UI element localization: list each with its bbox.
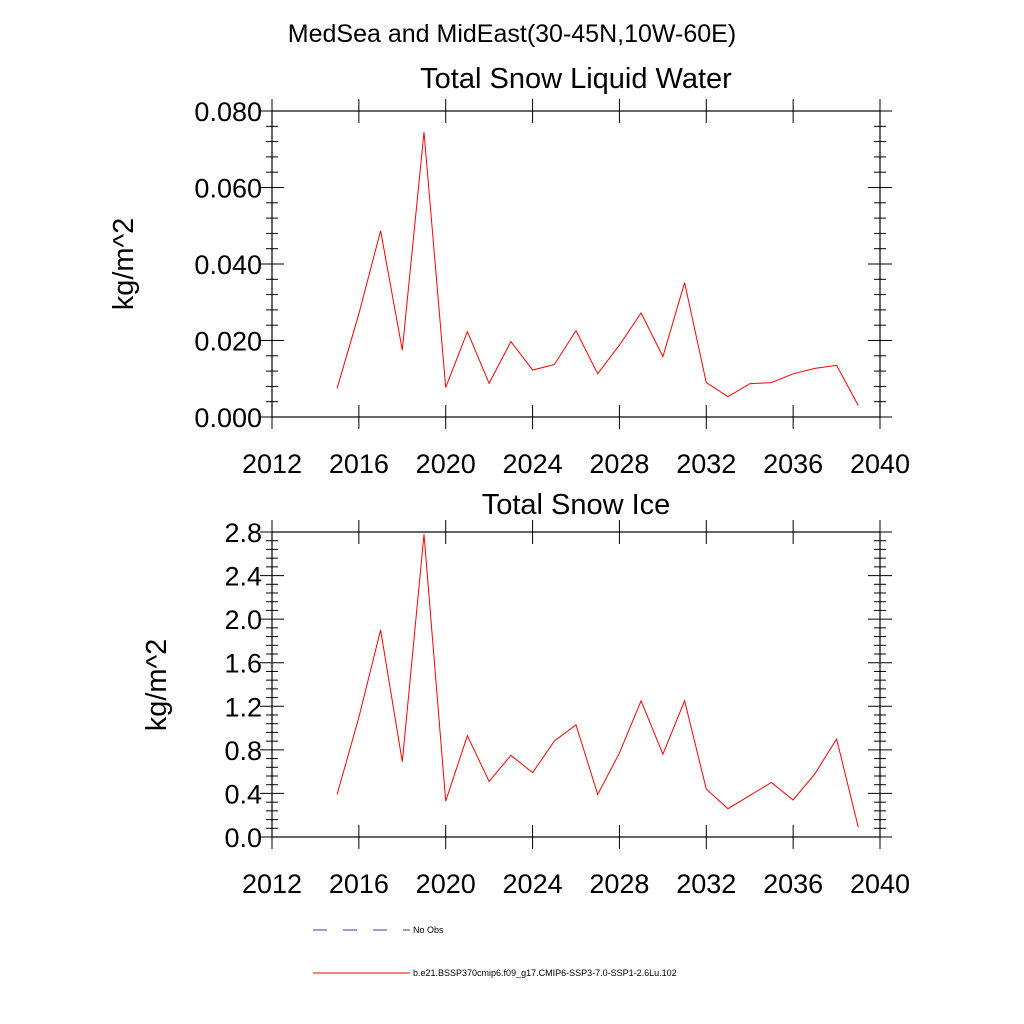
series-line xyxy=(336,534,859,828)
y-tick-label: 2.0 xyxy=(224,605,262,635)
plot-frame xyxy=(271,110,881,418)
x-tick-label: 2012 xyxy=(242,449,302,479)
x-tick-label: 2036 xyxy=(763,869,823,899)
x-tick-label: 2028 xyxy=(589,869,649,899)
y-tick-label: 1.6 xyxy=(224,649,262,679)
x-tick-label: 2020 xyxy=(416,869,476,899)
legend-label-obs: No Obs xyxy=(413,925,444,935)
y-tick-label: 0.080 xyxy=(194,97,262,127)
figure-title: MedSea and MidEast(30-45N,10W-60E) xyxy=(288,20,736,48)
x-tick-label: 2040 xyxy=(850,449,910,479)
plot-frame xyxy=(271,531,881,838)
y-tick-label: 0.040 xyxy=(194,250,262,280)
snow-ice-panel: Total Snow Ice kg/m^2 2012 2016 2020 2024 20… xyxy=(141,489,910,899)
y-tick-label: 2.8 xyxy=(224,518,262,548)
y-axis-label: kg/m^2 xyxy=(108,218,140,311)
y-tick-label: 0.020 xyxy=(194,327,262,357)
panel-title: Total Snow Ice xyxy=(482,489,671,521)
y-tick-label: 1.2 xyxy=(224,692,262,722)
y-tick-label: 0.0 xyxy=(224,823,262,853)
snow-liquid-water-panel: Total Snow Liquid Water kg/m^2 2012 2016 2… xyxy=(108,63,910,479)
y-axis-label: kg/m^2 xyxy=(141,639,173,732)
x-tick-label: 2028 xyxy=(589,449,649,479)
y-tick-label: 0.4 xyxy=(224,779,262,809)
x-tick-label: 2016 xyxy=(329,449,389,479)
legend-label-model: b.e21.BSSP370cmip6.f09_g17.CMIP6-SSP3-7.… xyxy=(413,968,677,978)
y-tick-label: 0.8 xyxy=(224,736,262,766)
x-tick-label: 2012 xyxy=(242,869,302,899)
x-tick-label: 2032 xyxy=(676,869,736,899)
panel-title: Total Snow Liquid Water xyxy=(420,63,732,95)
x-tick-label: 2024 xyxy=(503,869,563,899)
x-tick-label: 2040 xyxy=(850,869,910,899)
x-tick-label: 2024 xyxy=(503,449,563,479)
series-line xyxy=(336,131,859,406)
x-tick-label: 2036 xyxy=(763,449,823,479)
y-tick-label: 2.4 xyxy=(224,562,262,592)
x-tick-label: 2032 xyxy=(676,449,736,479)
x-tick-label: 2016 xyxy=(329,869,389,899)
x-tick-label: 2020 xyxy=(416,449,476,479)
legend: No Obs b.e21.BSSP370cmip6.f09_g17.CMIP6-… xyxy=(313,925,677,978)
y-tick-label: 0.060 xyxy=(194,174,262,204)
y-tick-label: 0.000 xyxy=(194,403,262,433)
